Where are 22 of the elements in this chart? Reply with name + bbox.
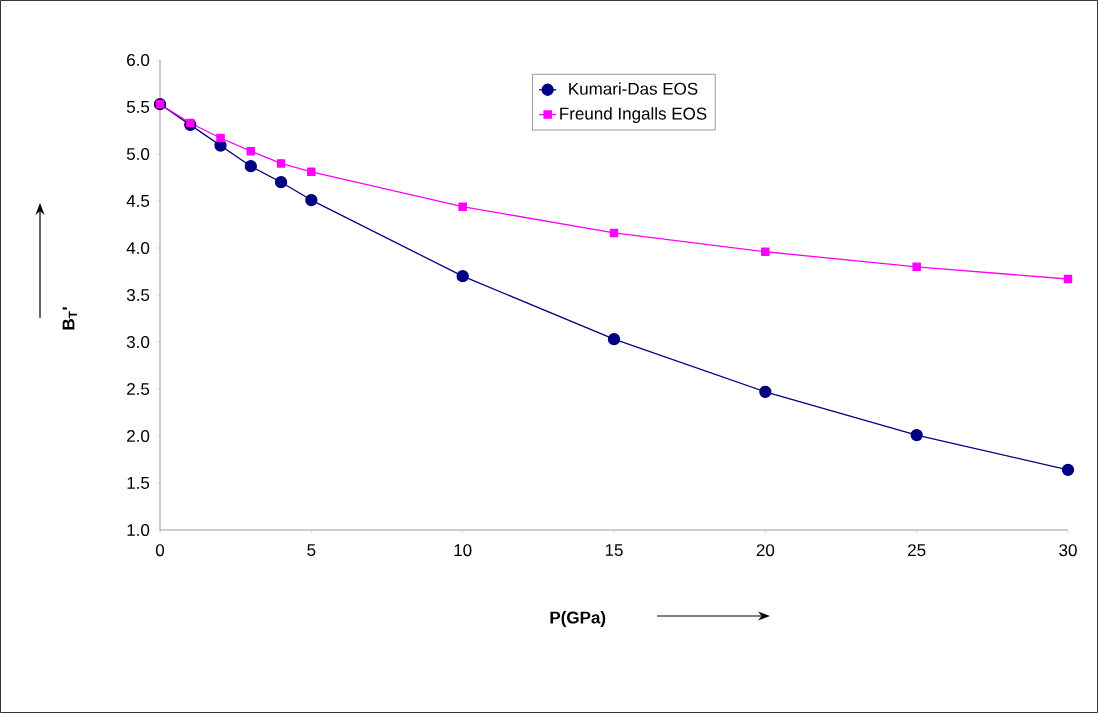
y-axis-title: B$_{T}$' bbox=[62, 307, 77, 330]
legend-label: Freund Ingalls EOS bbox=[560, 107, 707, 124]
y-tick-label: 5.5 bbox=[126, 101, 150, 113]
x-tick-label: 25 bbox=[908, 544, 926, 557]
x-tick-label: 10 bbox=[454, 544, 472, 557]
legend-label: Kumari-Das EOS bbox=[569, 82, 698, 95]
y-tick-label: 4.0 bbox=[126, 241, 150, 255]
x-axis-title: P(GPa) bbox=[550, 611, 606, 627]
y-tick-label: 3.5 bbox=[126, 288, 150, 302]
y-tick-label: 1.0 bbox=[127, 523, 150, 537]
x-tick-label: 5 bbox=[307, 544, 316, 556]
y-tick-label: 1.5 bbox=[127, 477, 150, 489]
x-tick-label: 30 bbox=[1059, 544, 1077, 557]
y-tick-label: 6.0 bbox=[127, 53, 150, 67]
y-tick-label: 2.0 bbox=[127, 429, 150, 443]
y-tick-label: 4.5 bbox=[126, 195, 150, 207]
y-tick-label: 2.5 bbox=[127, 382, 150, 396]
x-tick-label: 15 bbox=[605, 544, 623, 556]
x-tick-label: 20 bbox=[756, 544, 775, 557]
y-tick-label: 3.0 bbox=[126, 335, 150, 349]
y-tick-label: 5.0 bbox=[126, 147, 150, 161]
x-tick-label: 0 bbox=[155, 544, 165, 557]
